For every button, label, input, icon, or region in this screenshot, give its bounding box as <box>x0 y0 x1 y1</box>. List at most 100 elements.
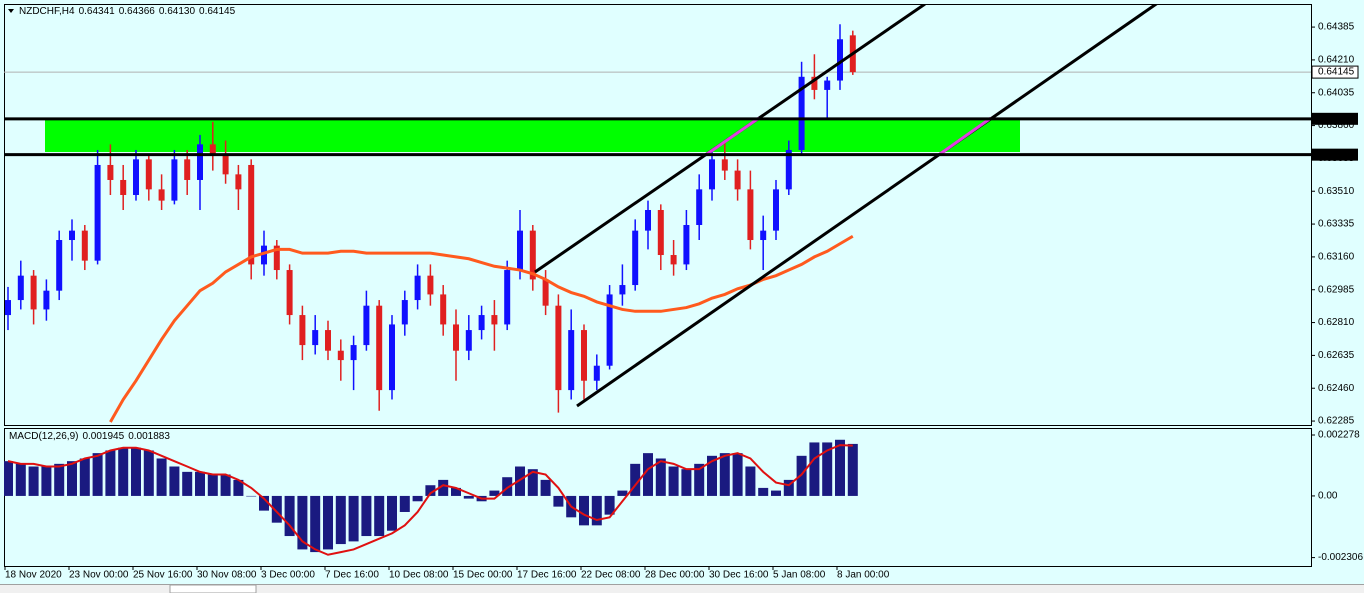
y-tick-label: 0.63160 <box>1318 252 1355 263</box>
candle-body <box>721 159 728 171</box>
signal-value: 0.001883 <box>128 431 170 442</box>
macd-bar <box>694 463 705 496</box>
macd-bar <box>655 458 666 496</box>
y-tick-label: 0.002278 <box>1318 430 1360 441</box>
candle-body <box>350 345 357 361</box>
signal-line <box>7 444 853 556</box>
candle-body <box>798 76 805 150</box>
macd-bar <box>284 495 295 537</box>
macd-bar <box>15 463 26 496</box>
candle-body <box>504 270 511 325</box>
candle-body <box>824 80 831 90</box>
macd-bar <box>259 495 269 511</box>
y-tick-label: 0.62985 <box>1318 284 1355 295</box>
x-tick-label: 3 Dec 00:00 <box>261 570 315 581</box>
macd-bar <box>118 447 129 496</box>
indicator-name: MACD(12,26,9) <box>9 431 78 442</box>
macd-bar <box>438 479 449 496</box>
candle-body <box>811 76 818 90</box>
candle-body <box>619 285 626 295</box>
macd-bar <box>553 495 564 507</box>
macd-bar <box>707 455 717 496</box>
y-tick-label: -0.002306 <box>1318 552 1363 563</box>
macd-bar <box>771 490 781 496</box>
y-tick-label: 0.62285 <box>1318 416 1355 427</box>
macd-bar <box>169 466 180 496</box>
macd-bar <box>374 495 385 537</box>
menu-arrow[interactable] <box>8 9 14 13</box>
candle-body <box>837 39 843 81</box>
candle-body <box>760 230 767 241</box>
candle-body <box>696 189 703 226</box>
breakout-segment <box>939 116 992 156</box>
header-open: 0.64341 <box>79 6 116 17</box>
candle-body <box>120 179 127 195</box>
y-tick-label: 0.62635 <box>1318 350 1355 361</box>
macd-bar <box>131 447 141 496</box>
candle-body <box>568 330 575 391</box>
candle-body <box>709 159 715 190</box>
candle-body <box>785 149 792 190</box>
x-tick-label: 18 Nov 2020 <box>5 570 62 581</box>
chart-header: NZDCHF,H4 0.64341 0.64366 0.64130 0.64145 <box>19 6 236 17</box>
candle-body <box>773 189 779 231</box>
price-panel <box>4 24 1311 423</box>
x-tick-label: 30 Dec 16:00 <box>709 570 769 581</box>
trendlines <box>534 4 1159 408</box>
candle-body <box>337 350 344 361</box>
macd-bar <box>271 495 282 523</box>
macd-bar <box>835 439 845 496</box>
y-tick-label: 0.62810 <box>1318 317 1355 328</box>
macd-bar <box>617 490 628 496</box>
header-high: 0.64366 <box>119 6 156 17</box>
macd-bar <box>387 495 397 531</box>
macd-bar <box>796 455 807 496</box>
macd-bar <box>195 471 205 496</box>
candle-body <box>478 315 485 331</box>
candle-body <box>440 294 447 325</box>
candle-body <box>517 230 523 271</box>
macd-bar <box>681 469 692 496</box>
candle-body <box>414 275 421 301</box>
candle-body <box>17 275 24 301</box>
macd-bar <box>643 453 653 496</box>
candle-body <box>197 144 203 180</box>
candle-body <box>56 240 63 291</box>
macd-bar <box>783 479 794 496</box>
candle-body <box>491 315 498 325</box>
macd-bar <box>79 458 90 496</box>
macd-bar <box>668 466 679 496</box>
candle-body <box>606 294 613 366</box>
macd-bar <box>323 495 333 550</box>
x-tick-label: 5 Jan 08:00 <box>773 570 826 581</box>
candle-body <box>427 275 434 295</box>
candle-body <box>184 159 191 180</box>
x-tick-label: 17 Dec 16:00 <box>517 570 577 581</box>
macd-bar <box>67 461 77 496</box>
candle-body <box>273 245 280 271</box>
level-tag <box>1312 112 1358 125</box>
macd-bar <box>515 466 525 496</box>
axes: 0.643850.642100.640350.638600.636850.635… <box>4 22 1363 581</box>
candle-body <box>248 164 255 265</box>
macd-bar <box>220 474 231 496</box>
macd-bar <box>28 466 39 496</box>
macd-bar <box>502 477 513 496</box>
y-tick-label: 0.62460 <box>1318 383 1355 394</box>
moving-average <box>109 234 854 423</box>
macd-panel <box>4 439 858 556</box>
macd-bar <box>451 487 461 496</box>
macd-bar <box>425 485 436 496</box>
y-tick-label: 0.64210 <box>1318 55 1355 66</box>
candle-body <box>389 324 395 391</box>
y-tick-label: 0.63510 <box>1318 186 1355 197</box>
candle-body <box>555 305 562 391</box>
macd-bar <box>732 453 743 496</box>
candle-body <box>363 305 370 346</box>
macd-bar <box>758 487 769 496</box>
active-tab[interactable] <box>169 584 257 593</box>
candle-body <box>30 275 37 310</box>
level-tag <box>1312 148 1358 161</box>
candle-body <box>261 245 267 265</box>
header-close: 0.64145 <box>199 6 236 17</box>
